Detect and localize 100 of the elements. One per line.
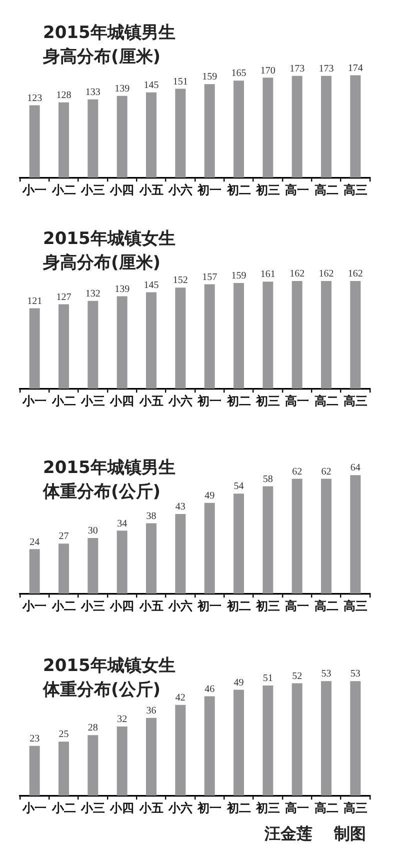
bar bbox=[58, 304, 69, 389]
x-tick-label: 小三 bbox=[80, 598, 105, 613]
data-label: 151 bbox=[172, 76, 188, 88]
bar bbox=[146, 523, 156, 594]
bar bbox=[321, 681, 332, 796]
x-tick-label: 高一 bbox=[285, 394, 310, 408]
bar bbox=[88, 99, 98, 178]
chart-subtitle: 身高分布(厘米) bbox=[43, 252, 161, 275]
bar bbox=[292, 76, 302, 178]
x-tick-label: 高一 bbox=[285, 800, 310, 815]
x-tick-label: 初三 bbox=[254, 800, 280, 815]
x-tick-label: 小四 bbox=[109, 394, 134, 408]
data-label: 38 bbox=[146, 510, 156, 522]
data-label: 162 bbox=[318, 268, 334, 280]
data-label: 152 bbox=[172, 275, 188, 286]
bar bbox=[58, 102, 69, 178]
data-label: 25 bbox=[58, 729, 69, 740]
x-tick-label: 小二 bbox=[50, 598, 76, 613]
data-label: 32 bbox=[117, 714, 128, 726]
bar bbox=[262, 78, 274, 178]
x-tick-label: 高三 bbox=[343, 800, 368, 815]
data-label: 162 bbox=[348, 268, 363, 280]
x-tick-label: 小一 bbox=[22, 598, 47, 613]
data-label: 28 bbox=[88, 722, 98, 734]
bar bbox=[321, 76, 332, 178]
bar bbox=[175, 288, 186, 389]
bar bbox=[350, 280, 361, 389]
x-tick-label: 高二 bbox=[314, 598, 338, 613]
bar bbox=[262, 486, 274, 594]
data-label: 127 bbox=[56, 292, 72, 303]
data-label: 162 bbox=[290, 268, 305, 280]
x-tick-label: 初三 bbox=[254, 182, 280, 197]
data-label: 161 bbox=[260, 269, 276, 280]
bar bbox=[292, 280, 302, 389]
data-label: 64 bbox=[350, 462, 360, 474]
data-label: 49 bbox=[234, 677, 244, 688]
chart-subtitle: 体重分布(公斤) bbox=[43, 679, 161, 702]
x-tick-label: 小一 bbox=[22, 394, 47, 408]
x-tick-label: 小四 bbox=[109, 598, 134, 613]
data-label: 123 bbox=[27, 92, 42, 104]
bar bbox=[234, 690, 244, 796]
chart-title: 2015年城镇男生 bbox=[43, 22, 176, 45]
bar bbox=[58, 742, 69, 796]
bar bbox=[29, 105, 40, 178]
bar bbox=[146, 92, 156, 178]
x-tick-label: 初二 bbox=[226, 800, 251, 815]
x-tick-label: 高三 bbox=[343, 394, 368, 408]
bar bbox=[204, 84, 215, 178]
x-tick-label: 小二 bbox=[50, 800, 76, 815]
data-label: 157 bbox=[202, 272, 218, 283]
data-label: 42 bbox=[175, 692, 186, 704]
data-label: 145 bbox=[144, 80, 159, 91]
data-label: 133 bbox=[85, 87, 100, 98]
x-tick-label: 初二 bbox=[226, 394, 251, 408]
bar bbox=[88, 300, 98, 389]
x-tick-label: 小一 bbox=[22, 800, 47, 815]
data-label: 128 bbox=[56, 90, 72, 101]
data-label: 54 bbox=[234, 481, 244, 492]
chart-title: 2015年城镇女生 bbox=[43, 228, 176, 251]
x-tick-label: 小三 bbox=[80, 394, 105, 408]
data-label: 173 bbox=[290, 64, 305, 74]
x-tick-label: 小五 bbox=[138, 800, 164, 815]
x-tick-label: 小三 bbox=[80, 182, 105, 197]
bar bbox=[234, 494, 244, 594]
x-tick-label: 小六 bbox=[167, 800, 192, 815]
x-tick-label: 初三 bbox=[254, 394, 280, 408]
data-label: 145 bbox=[144, 280, 159, 291]
bar bbox=[88, 538, 98, 594]
x-tick-label: 小二 bbox=[50, 394, 76, 408]
data-label: 30 bbox=[88, 526, 98, 537]
x-tick-label: 小六 bbox=[167, 182, 192, 197]
x-tick-label: 小四 bbox=[109, 182, 134, 197]
x-tick-label: 高二 bbox=[314, 182, 338, 197]
data-label: 159 bbox=[202, 72, 218, 83]
data-label: 53 bbox=[321, 668, 332, 680]
x-tick-label: 初一 bbox=[196, 182, 222, 197]
bar bbox=[321, 478, 332, 594]
bar bbox=[204, 502, 215, 594]
data-label: 34 bbox=[117, 518, 128, 530]
data-label: 49 bbox=[204, 490, 215, 502]
bar bbox=[116, 96, 128, 178]
bar bbox=[234, 282, 244, 389]
x-tick-label: 高三 bbox=[343, 182, 368, 197]
data-label: 139 bbox=[114, 284, 130, 295]
bar bbox=[204, 696, 215, 796]
x-tick-label: 初二 bbox=[226, 182, 251, 197]
x-tick-label: 高一 bbox=[285, 598, 310, 613]
x-tick-label: 高三 bbox=[343, 598, 368, 613]
data-label: 121 bbox=[27, 296, 42, 307]
data-label: 43 bbox=[175, 502, 186, 513]
x-tick-label: 小三 bbox=[80, 800, 105, 815]
data-label: 173 bbox=[318, 64, 334, 74]
x-tick-label: 初三 bbox=[254, 598, 280, 613]
x-tick-label: 高二 bbox=[314, 800, 338, 815]
data-label: 23 bbox=[30, 734, 40, 745]
bar bbox=[116, 296, 128, 389]
x-tick-label: 小五 bbox=[138, 182, 164, 197]
chart-subtitle: 身高分布(厘米) bbox=[43, 46, 161, 69]
bar bbox=[146, 292, 156, 389]
bar bbox=[350, 75, 361, 178]
